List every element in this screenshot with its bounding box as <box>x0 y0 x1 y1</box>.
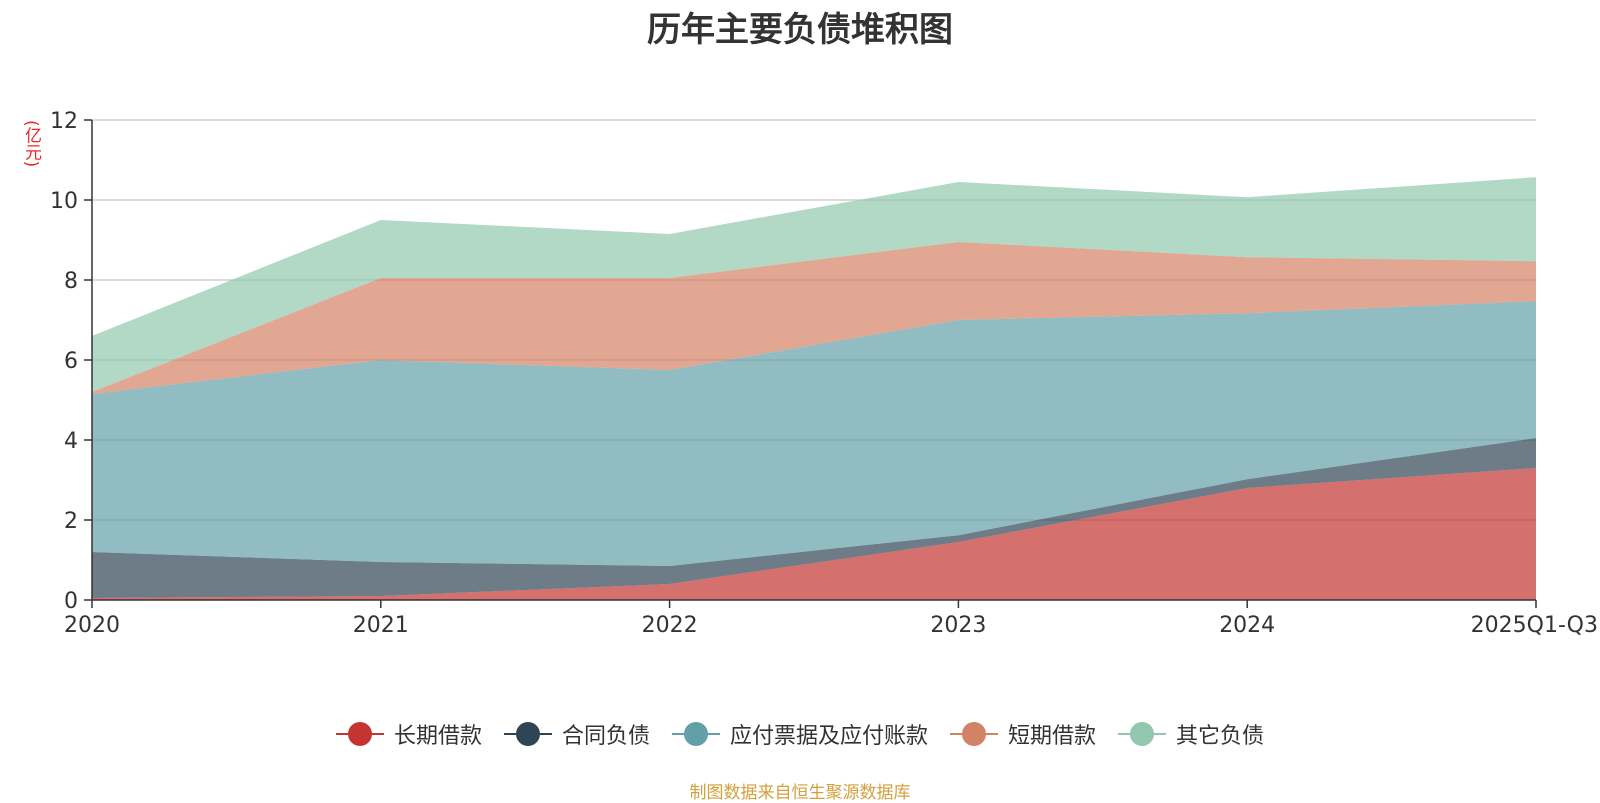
x-tick-label: 2021 <box>353 613 409 638</box>
legend-label: 短期借款 <box>1008 724 1097 749</box>
legend-label: 长期借款 <box>393 724 482 749</box>
source-note: 制图数据来自恒生聚源数据库 <box>689 783 911 803</box>
y-tick-label: 6 <box>64 349 78 374</box>
y-tick-label: 10 <box>50 189 78 214</box>
y-tick-label: 0 <box>64 589 78 614</box>
stacked-areas <box>92 177 1536 600</box>
legend-marker-icon <box>950 721 998 747</box>
x-tick-label: 2022 <box>642 613 698 638</box>
y-tick-label: 12 <box>50 109 78 134</box>
legend-marker-icon <box>503 721 552 747</box>
x-tick-label: 2025Q1-Q3 <box>1471 613 1598 638</box>
axes <box>84 119 1537 608</box>
area-series-2 <box>92 301 1536 566</box>
legend-marker-icon <box>1118 721 1167 747</box>
legend-label: 合同负债 <box>561 724 650 749</box>
legend-item-4[interactable]: 其它负债 <box>1118 718 1264 750</box>
legend-marker-icon <box>671 721 720 747</box>
legend-item-1[interactable]: 合同负债 <box>503 718 650 750</box>
area-series-1 <box>92 438 1536 598</box>
area-series-4 <box>92 177 1536 392</box>
y-tick-label: 2 <box>64 509 78 534</box>
x-tick-label: 2024 <box>1219 613 1275 638</box>
legend-item-0[interactable]: 长期借款 <box>335 718 482 750</box>
x-tick-label: 2020 <box>64 613 120 638</box>
legend-item-2[interactable]: 应付票据及应付账款 <box>671 718 928 750</box>
area-series-0 <box>92 468 1536 600</box>
area-series-3 <box>92 242 1536 394</box>
y-tick-label: 4 <box>64 429 78 454</box>
y-tick-label: 8 <box>64 269 78 294</box>
chart-plot: 0 2 4 6 8 10 12 2020 2021 2022 2023 2024 2025Q1-Q3 <box>50 109 1598 638</box>
chart-title: 历年主要负债堆积图 <box>647 10 953 50</box>
legend: 长期借款 合同负债 应付票据及应付账款 短期借款 其它负债 <box>0 718 1600 750</box>
x-tick-label: 2023 <box>930 613 986 638</box>
y-axis-unit-label: (亿元) <box>21 120 41 168</box>
legend-marker-icon <box>335 721 384 747</box>
legend-label: 其它负债 <box>1176 724 1265 749</box>
legend-label: 应付票据及应付账款 <box>729 724 928 749</box>
legend-item-3[interactable]: 短期借款 <box>950 718 1096 750</box>
tick-labels: 0 2 4 6 8 10 12 2020 2021 2022 2023 2024 2025Q1-Q3 <box>50 109 1598 638</box>
